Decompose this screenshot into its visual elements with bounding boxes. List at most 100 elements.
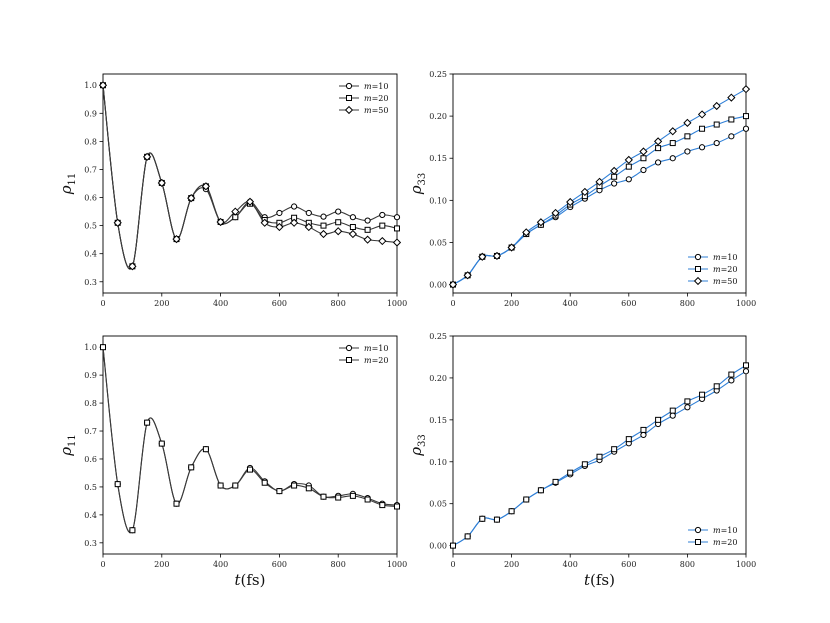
x-tick-label: 200 bbox=[504, 299, 519, 308]
data-point bbox=[305, 209, 312, 217]
data-point bbox=[699, 391, 706, 398]
series-line-3 bbox=[102, 85, 398, 270]
y-tick-label: 0.3 bbox=[84, 539, 97, 548]
data-point bbox=[713, 383, 720, 390]
data-point bbox=[684, 404, 691, 411]
data-point bbox=[320, 213, 327, 220]
data-point bbox=[379, 502, 386, 509]
panel-top-right: 0 200 400 600 800 1000 0.00 0.05 0.10 0.15 0.20 0.2… bbox=[407, 70, 756, 308]
data-point bbox=[697, 110, 707, 119]
data-point bbox=[640, 431, 647, 439]
data-point bbox=[394, 225, 400, 232]
data-point bbox=[655, 416, 662, 423]
data-point bbox=[684, 398, 691, 405]
legend: m=10 m=20 m=50 bbox=[339, 82, 388, 115]
data-point bbox=[349, 492, 356, 499]
x-tick-label: 200 bbox=[504, 560, 519, 569]
data-point bbox=[201, 182, 211, 191]
data-point bbox=[742, 368, 750, 375]
y-tick-label: 0.00 bbox=[429, 542, 447, 551]
y-axis-label: ρ33 bbox=[407, 173, 428, 196]
y-tick-label: 0.20 bbox=[429, 112, 447, 121]
data-point bbox=[114, 481, 121, 488]
data-point bbox=[276, 209, 283, 217]
legend-marker bbox=[345, 82, 353, 90]
data-point bbox=[713, 121, 720, 128]
axes-frame bbox=[452, 335, 747, 555]
data-point bbox=[247, 466, 253, 473]
data-point bbox=[319, 229, 328, 239]
data-point bbox=[216, 217, 225, 227]
data-point bbox=[450, 542, 456, 549]
data-point bbox=[392, 238, 402, 247]
data-point bbox=[611, 446, 618, 453]
x-tick-label: 400 bbox=[213, 560, 228, 569]
x-tick-label: 800 bbox=[680, 560, 695, 569]
data-point bbox=[493, 516, 500, 523]
data-point bbox=[304, 222, 313, 232]
panel-bottom-right: 0 200 400 600 800 1000 0.00 0.05 0.10 0.15 0.20 0.2… bbox=[407, 332, 756, 589]
data-point bbox=[610, 166, 619, 175]
data-point bbox=[625, 176, 632, 183]
data-point bbox=[478, 252, 487, 261]
y-axis-label: ρ11 bbox=[57, 173, 78, 196]
data-point bbox=[113, 218, 122, 227]
data-point bbox=[492, 251, 502, 261]
legend-label: m=10 bbox=[713, 526, 737, 535]
series-markers-3 bbox=[98, 81, 402, 271]
data-point bbox=[669, 407, 676, 414]
legend: m=10 m=20 bbox=[688, 526, 737, 547]
data-point bbox=[305, 485, 312, 492]
data-point bbox=[334, 227, 343, 236]
data-point bbox=[683, 118, 692, 127]
data-point bbox=[743, 362, 749, 369]
data-point bbox=[448, 280, 458, 289]
series-markers-1 bbox=[99, 344, 401, 534]
data-point bbox=[128, 262, 137, 271]
data-point bbox=[335, 208, 342, 215]
data-point bbox=[144, 419, 151, 426]
data-point bbox=[551, 208, 560, 218]
data-point bbox=[335, 494, 342, 501]
legend-label: m=20 bbox=[364, 94, 388, 103]
legend: m=10 m=20 bbox=[339, 344, 388, 365]
legend-marker bbox=[694, 253, 702, 261]
data-point bbox=[348, 229, 358, 239]
data-point bbox=[669, 412, 676, 419]
data-point bbox=[232, 482, 239, 489]
data-point bbox=[728, 116, 735, 123]
y-tick-label: 0.7 bbox=[84, 427, 97, 436]
data-point bbox=[743, 113, 749, 120]
y-axis-label: ρ33 bbox=[407, 434, 428, 457]
data-point bbox=[364, 226, 371, 233]
legend-marker bbox=[344, 105, 354, 115]
data-point bbox=[537, 487, 544, 494]
data-point bbox=[653, 137, 663, 146]
series-line-1 bbox=[102, 85, 398, 270]
legend: m=10 m=20 m=50 bbox=[688, 253, 737, 286]
series-line-2 bbox=[102, 347, 398, 533]
legend-marker bbox=[345, 344, 353, 352]
data-point bbox=[625, 436, 632, 443]
legend-marker bbox=[694, 526, 702, 534]
data-point bbox=[698, 144, 706, 151]
y-tick-label: 0.8 bbox=[84, 137, 97, 146]
data-point bbox=[727, 93, 736, 102]
legend-label: m=50 bbox=[713, 277, 737, 286]
x-axis-label: t(fs) bbox=[235, 571, 266, 589]
data-point bbox=[142, 152, 152, 161]
panel-bottom-left: 0 200 400 600 800 1000 0.3 0.4 0.5 0.6 0.7 0.8 0.9 1.… bbox=[57, 335, 407, 589]
data-point bbox=[393, 214, 401, 221]
x-tick-label: 0 bbox=[100, 560, 105, 569]
data-point bbox=[640, 166, 647, 174]
y-tick-label: 0.3 bbox=[84, 278, 97, 287]
data-point bbox=[742, 125, 750, 132]
series-line-2 bbox=[102, 85, 398, 270]
y-tick-label: 0.6 bbox=[84, 455, 97, 464]
data-point bbox=[596, 453, 603, 460]
data-point bbox=[202, 446, 209, 453]
data-point bbox=[669, 140, 676, 147]
data-point bbox=[523, 496, 530, 503]
data-point bbox=[684, 133, 691, 140]
data-point bbox=[349, 214, 356, 221]
